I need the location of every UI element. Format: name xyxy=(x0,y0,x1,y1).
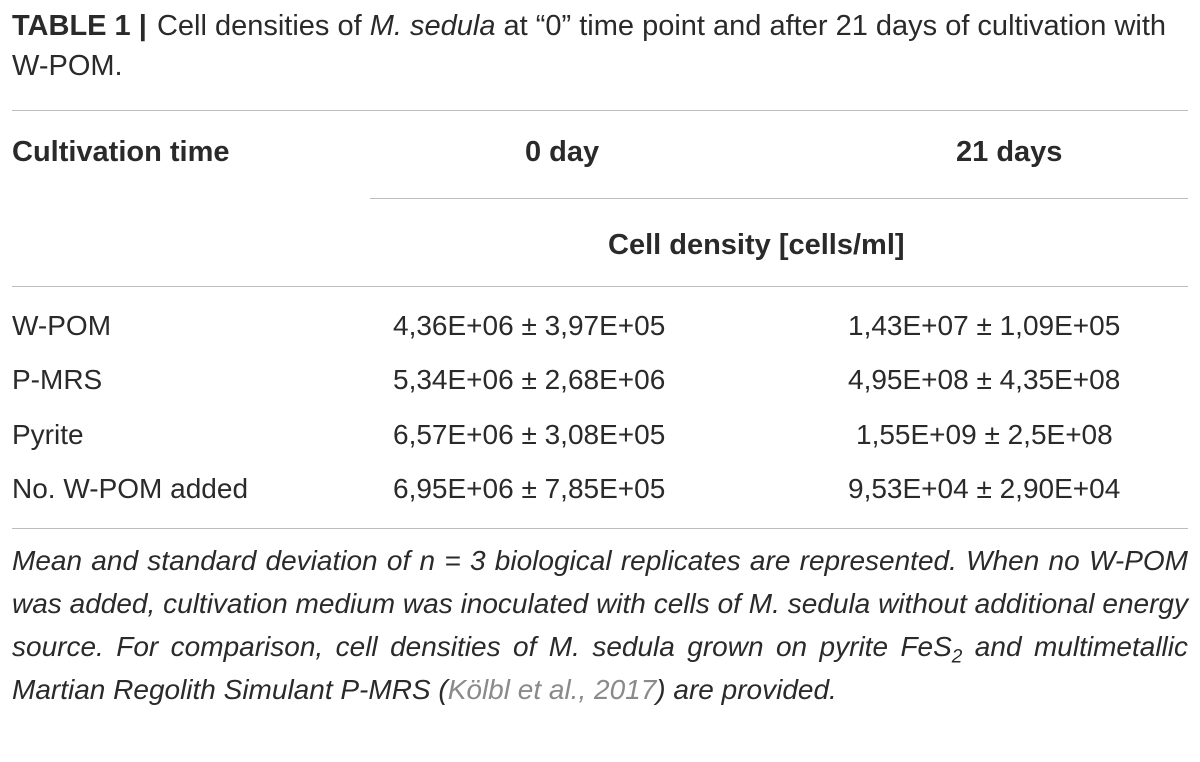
caption-text-2: at “0” time point and after 21 days of c… xyxy=(12,10,1167,82)
row-day21-value: 1,43E+07 ± 1,09E+05 xyxy=(848,310,1121,341)
top-rule xyxy=(12,110,1188,111)
header-cultivation-time: Cultivation time xyxy=(12,136,230,168)
row-day21-value: 1,55E+09 ± 2,5E+08 xyxy=(856,419,1113,450)
header-rule xyxy=(370,198,1188,199)
header-day-21: 21 days xyxy=(956,136,1063,168)
footnote-text-2: and multimetallic Martian Regolith Simul… xyxy=(12,631,1188,705)
bottom-rule xyxy=(12,528,1188,529)
row-label: Pyrite xyxy=(12,419,84,450)
subheader-rule xyxy=(12,286,1188,287)
row-label: W-POM xyxy=(12,310,112,341)
table-caption: TABLE 1 | Cell densities of M. sedula at… xyxy=(12,6,1188,86)
caption-separator: | xyxy=(138,10,147,42)
footnote-subscript: 2 xyxy=(951,646,963,668)
row-day0-value: 6,95E+06 ± 7,85E+05 xyxy=(393,473,666,504)
caption-species: M. sedula xyxy=(369,10,496,42)
citation-link[interactable]: Kölbl et al., 2017 xyxy=(447,674,657,705)
cell-density-subheader: Cell density [cells/ml] xyxy=(608,229,905,261)
table-footnote: Mean and standard deviation of n = 3 bio… xyxy=(12,539,1188,711)
header-day-0: 0 day xyxy=(525,136,600,168)
row-label: No. W-POM added xyxy=(12,473,249,504)
caption-text-1: Cell densities of xyxy=(148,10,370,42)
footnote-text-1: Mean and standard deviation of n = 3 bio… xyxy=(12,545,1188,662)
row-day21-value: 9,53E+04 ± 2,90E+04 xyxy=(848,473,1121,504)
row-day0-value: 4,36E+06 ± 3,97E+05 xyxy=(393,310,666,341)
row-day0-value: 5,34E+06 ± 2,68E+06 xyxy=(393,364,666,395)
row-day0-value: 6,57E+06 ± 3,08E+05 xyxy=(393,419,666,450)
table-label: TABLE 1 xyxy=(12,10,131,42)
row-day21-value: 4,95E+08 ± 4,35E+08 xyxy=(848,364,1121,395)
footnote-text-3: ) are provided. xyxy=(656,674,837,705)
row-label: P-MRS xyxy=(12,364,103,395)
